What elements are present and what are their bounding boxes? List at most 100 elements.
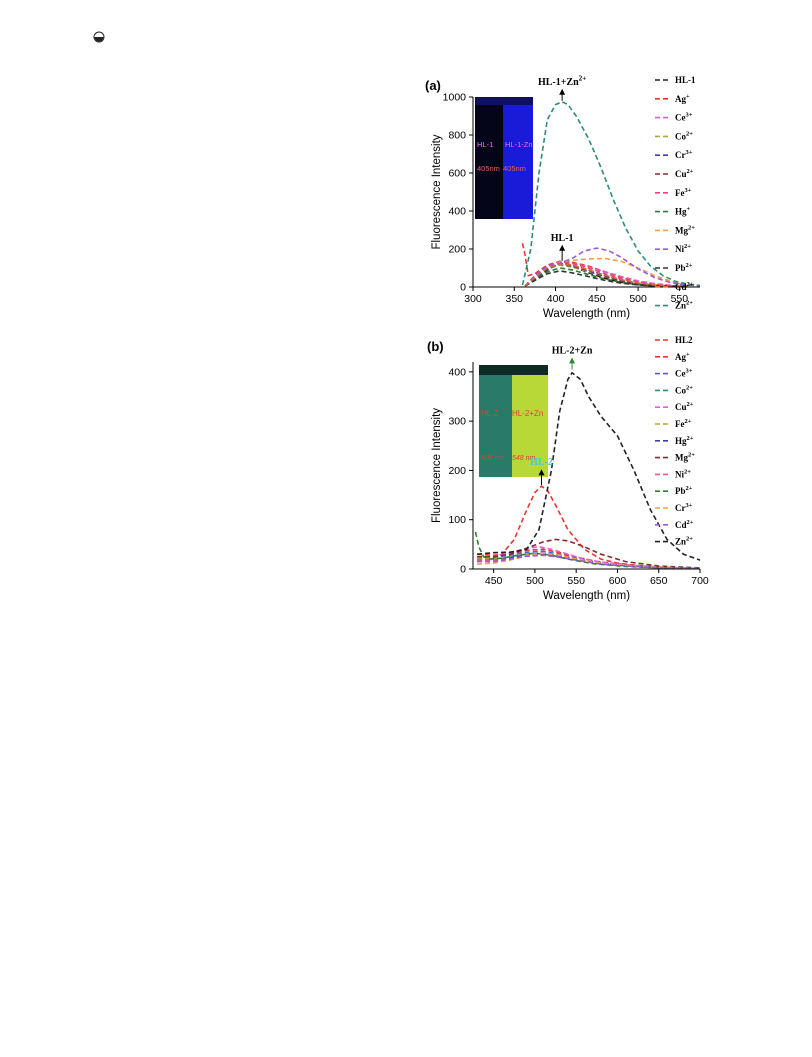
inset-label-left: HL-1	[477, 140, 493, 149]
legend-entry-a-0: HL-1	[675, 75, 696, 85]
legend-entry-a-5: Cu2+	[675, 168, 694, 179]
y-axis-label-a: Fluorescence Intensity	[431, 134, 443, 249]
legend-entry-b-5: Fe2+	[675, 418, 692, 429]
y-tick-label-a-3: 600	[448, 168, 466, 180]
inset-wl-left-b: 508 nm	[481, 455, 505, 462]
series-line-b-1	[477, 548, 701, 570]
legend-entry-b-6: Hg2+	[675, 435, 694, 446]
inset-label-right-b: HL-2+Zn	[512, 409, 543, 418]
annotation-a-1: HL-1	[551, 233, 574, 244]
series-line-a-7	[524, 267, 688, 288]
series-line-a-5	[524, 262, 688, 288]
y-tick-label-a-5: 1000	[443, 92, 467, 104]
x-tick-label-a-3: 450	[588, 293, 606, 305]
series-line-b-10	[477, 552, 701, 570]
legend-entry-b-11: Cd2+	[675, 519, 694, 530]
legend-entry-a-3: Co2+	[675, 130, 693, 141]
series-line-b-8	[477, 554, 701, 570]
y-tick-label-a-0: 0	[460, 282, 466, 294]
series-line-a-8	[524, 257, 701, 287]
annotation-b-1: HL-2	[530, 457, 553, 468]
y-tick-label-a-4: 800	[448, 130, 466, 142]
x-axis-label-b: Wavelength (nm)	[543, 590, 630, 602]
x-tick-label-b-4: 650	[650, 575, 668, 587]
legend-entry-a-4: Cr3+	[675, 149, 693, 160]
series-line-a-0	[524, 262, 688, 288]
legend-entry-b-0: HL2	[675, 335, 693, 345]
axis-frame-b	[472, 362, 700, 570]
y-tick-label-b-3: 300	[448, 416, 466, 428]
series-line-a-11	[524, 263, 688, 288]
series-line-b-5	[477, 553, 701, 570]
legend-entry-b-8: Ni2+	[675, 468, 691, 479]
inset-label-left-b: HL-2	[481, 409, 499, 418]
series-line-a-3	[524, 264, 688, 288]
series-line-a-4	[524, 263, 688, 288]
series-line-a-9	[524, 247, 701, 287]
y-tick-label-b-4: 400	[448, 366, 466, 378]
legend-entry-a-9: Ni2+	[675, 243, 691, 254]
legend-entry-a-6: Fe3+	[675, 187, 692, 198]
inset-wl-left: 405nm	[477, 164, 500, 173]
inset-label-right: HL-1-Zn	[505, 140, 533, 149]
y-tick-label-b-1: 100	[448, 514, 466, 526]
legend-entry-b-4: Cu2+	[675, 401, 694, 412]
series-line-b-9	[474, 531, 701, 570]
legend-entry-a-12: Zn2+	[675, 300, 693, 311]
legend-entry-b-12: Zn2+	[675, 536, 693, 547]
series-line-b-11	[477, 554, 701, 570]
series-line-b-7	[477, 538, 701, 569]
legend-entry-a-1: Ag+	[675, 93, 690, 104]
y-axis-label-b: Fluorescence Intensity	[431, 408, 443, 523]
series-line-a-10	[524, 270, 688, 288]
y-tick-label-a-2: 400	[448, 206, 466, 218]
inset-wl-right-b: 548 nm	[512, 455, 536, 462]
series-line-b-4	[476, 545, 701, 570]
x-tick-label-b-3: 600	[609, 575, 627, 587]
series-line-a-6	[524, 260, 688, 288]
legend-entry-a-10: Pb2+	[675, 262, 693, 273]
legend-entry-a-2: Ce3+	[675, 112, 693, 123]
series-line-b-3	[477, 552, 701, 570]
inset-photo-a: HL-1 HL-1-Zn 405nm 405nm	[475, 97, 533, 219]
x-tick-label-b-2: 550	[567, 575, 585, 587]
panel-label-a: (a)	[425, 78, 441, 93]
legend-entry-b-3: Co2+	[675, 384, 693, 395]
legend-entry-b-7: Mg2+	[675, 452, 695, 463]
series-line-b-6	[477, 553, 701, 570]
axis-frame-a	[472, 97, 700, 288]
legend-entry-a-8: Mg2+	[675, 224, 695, 235]
series-line-a-1	[521, 243, 688, 287]
x-tick-label-b-1: 500	[526, 575, 544, 587]
legend-entry-b-9: Pb2+	[675, 485, 693, 496]
x-tick-label-a-2: 400	[547, 293, 565, 305]
series-line-b-0	[477, 485, 701, 570]
series-line-a-12	[521, 101, 701, 287]
legend-entry-a-7: Hg+	[675, 206, 691, 217]
half-circle-icon	[93, 31, 105, 43]
y-tick-label-b-0: 0	[460, 564, 466, 576]
legend-entry-b-1: Ag+	[675, 351, 690, 362]
x-tick-label-a-5: 550	[671, 293, 689, 305]
panel-label-b: (b)	[427, 339, 444, 354]
legend-entry-a-11: Cd2+	[675, 281, 694, 292]
legend-entry-b-2: Ce3+	[675, 368, 693, 379]
series-line-a-2	[524, 261, 688, 287]
x-axis-label-a: Wavelength (nm)	[543, 308, 630, 320]
x-tick-label-a-0: 300	[464, 293, 482, 305]
inset-wl-right: 405nm	[503, 164, 526, 173]
series-line-b-12	[477, 371, 701, 561]
legend-entry-b-10: Cr3+	[675, 502, 693, 513]
inset-photo-b: HL-2 HL-2+Zn 508 nm 548 nm	[479, 365, 548, 477]
y-tick-label-b-2: 200	[448, 465, 466, 477]
x-tick-label-a-4: 500	[629, 293, 647, 305]
series-line-b-2	[477, 550, 701, 570]
x-tick-label-a-1: 350	[506, 293, 524, 305]
x-tick-label-b-0: 450	[485, 575, 503, 587]
annotation-b-0: HL-2+Zn	[552, 345, 593, 356]
y-tick-label-a-1: 200	[448, 244, 466, 256]
x-tick-label-b-5: 700	[691, 575, 709, 587]
annotation-a-0: HL-1+Zn2+	[538, 74, 586, 88]
